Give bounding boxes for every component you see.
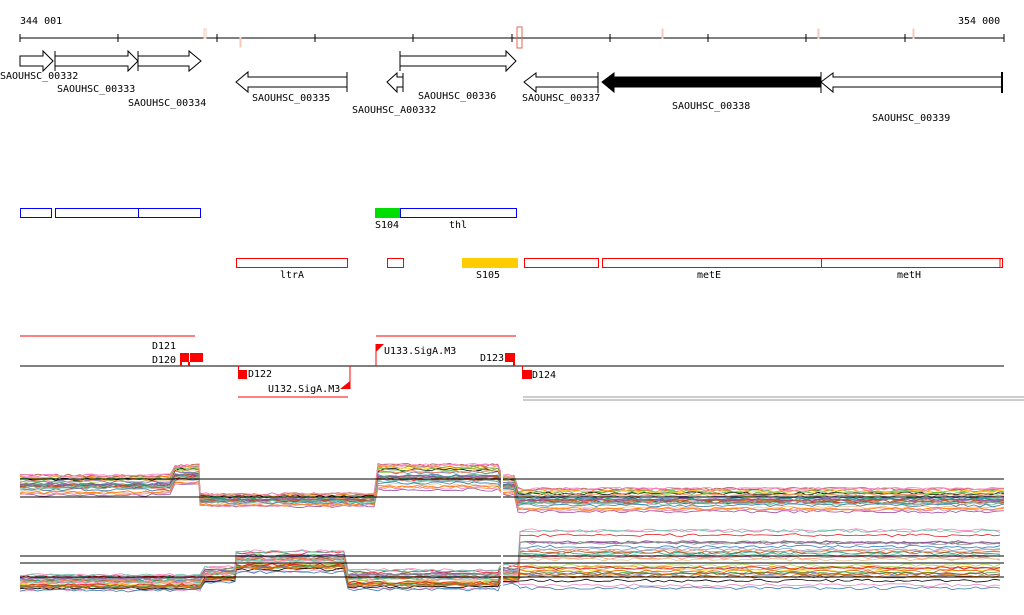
expression-line — [19, 474, 1004, 504]
gene-SAOUHSC_00338[interactable]: SAOUHSC_00338 — [601, 72, 822, 112]
expression-line — [19, 470, 1005, 500]
gene-SAOUHSC_00333[interactable]: SAOUHSC_00333 — [54, 49, 139, 95]
regulatory-feature-track: D120 D121 D122 U132.SigA.M3 U133.SigA.M3… — [20, 335, 1024, 401]
gene-track: SAOUHSC_00332 SAOUHSC_00333 SAOUHSC_0033… — [0, 49, 1003, 124]
coordinate-ruler: 344 001 354 000 — [19, 16, 1005, 49]
svg-text:ltrA: ltrA — [280, 270, 304, 281]
svg-text:SAOUHSC_00336: SAOUHSC_00336 — [418, 91, 496, 102]
ruler-start-label: 344 001 — [20, 16, 62, 27]
terminator-D122[interactable]: D122 — [238, 366, 272, 380]
svg-text:SAOUHSC_00339: SAOUHSC_00339 — [872, 113, 950, 124]
svg-text:D122: D122 — [248, 369, 272, 380]
expression-line — [19, 570, 1001, 593]
gap-marker — [501, 540, 503, 600]
forward-operon-track: S104 thl — [20, 208, 517, 231]
expression-line — [19, 564, 1001, 589]
svg-text:D121: D121 — [152, 341, 176, 352]
svg-text:D120: D120 — [152, 355, 176, 366]
operon-S104[interactable] — [375, 208, 400, 218]
expression-line — [19, 483, 1005, 514]
svg-text:SAOUHSC_A00332: SAOUHSC_A00332 — [352, 105, 436, 116]
svg-text:SAOUHSC_00332: SAOUHSC_00332 — [0, 71, 78, 82]
operon-S105[interactable] — [462, 258, 518, 268]
svg-text:D124: D124 — [532, 370, 556, 381]
expression-line — [19, 569, 1001, 592]
gap-marker — [501, 455, 503, 525]
svg-text:metH: metH — [897, 270, 921, 281]
ruler-end-label: 354 000 — [958, 16, 1000, 27]
svg-text:SAOUHSC_00338: SAOUHSC_00338 — [672, 101, 750, 112]
svg-text:U132.SigA.M3: U132.SigA.M3 — [268, 384, 340, 395]
operon-box[interactable] — [524, 258, 599, 268]
svg-text:SAOUHSC_00333: SAOUHSC_00333 — [57, 84, 135, 95]
svg-text:SAOUHSC_00334: SAOUHSC_00334 — [128, 98, 206, 109]
gene-SAOUHSC_00337[interactable]: SAOUHSC_00337 — [522, 72, 600, 104]
expression-line — [19, 529, 1001, 577]
operon-thl[interactable] — [400, 208, 517, 218]
gene-SAOUHSC_00334[interactable]: SAOUHSC_00334 — [128, 49, 206, 109]
svg-text:metE: metE — [697, 270, 721, 281]
operon-box[interactable] — [20, 208, 52, 218]
operon-box[interactable] — [138, 208, 201, 218]
terminator-D120[interactable]: D120 — [152, 353, 203, 366]
expression-line — [19, 473, 1005, 502]
terminator-D121[interactable]: D121 — [152, 341, 176, 352]
svg-text:S104: S104 — [375, 220, 399, 231]
svg-text:U133.SigA.M3: U133.SigA.M3 — [384, 346, 456, 357]
expression-line — [19, 466, 1005, 498]
svg-text:S105: S105 — [476, 270, 500, 281]
expression-line — [19, 565, 1001, 589]
operon-box[interactable] — [387, 258, 404, 268]
operon-metE[interactable] — [602, 258, 822, 268]
svg-text:D123: D123 — [480, 353, 504, 364]
expression-profile-reverse — [19, 528, 1004, 600]
expression-line — [19, 480, 1005, 511]
terminator-D123[interactable]: D123 — [480, 353, 515, 366]
expression-profile-forward — [19, 455, 1005, 525]
gene-SAOUHSC_A00332[interactable]: SAOUHSC_A00332 — [352, 71, 436, 116]
expression-line — [19, 565, 1001, 589]
svg-text:SAOUHSC_00335: SAOUHSC_00335 — [252, 93, 330, 104]
promoter-U132-SigA-M3[interactable]: U132.SigA.M3 — [268, 366, 351, 395]
expression-line — [19, 557, 1001, 585]
selected-position-marker[interactable] — [516, 26, 523, 49]
expression-line — [19, 475, 1005, 505]
expression-line — [19, 540, 1001, 581]
operon-ltrA[interactable] — [236, 258, 348, 268]
svg-text:SAOUHSC_00337: SAOUHSC_00337 — [522, 93, 600, 104]
terminator-D124[interactable]: D124 — [522, 366, 556, 381]
expression-line — [19, 541, 1001, 581]
gene-SAOUHSC_00335[interactable]: SAOUHSC_00335 — [235, 70, 348, 104]
promoter-U133-SigA-M3[interactable]: U133.SigA.M3 — [375, 344, 456, 366]
reverse-operon-track: ltrA S105 metE metH — [236, 258, 1003, 281]
gene-SAOUHSC_00339[interactable]: SAOUHSC_00339 — [820, 72, 1003, 124]
expression-line — [19, 462, 1004, 496]
expression-line — [19, 463, 1005, 496]
operon-metH[interactable] — [821, 258, 1003, 268]
svg-text:thl: thl — [449, 220, 467, 231]
expression-line — [19, 548, 1001, 583]
gene-SAOUHSC_00332[interactable]: SAOUHSC_00332 — [0, 49, 78, 82]
gene-SAOUHSC_00336[interactable]: SAOUHSC_00336 — [399, 49, 517, 102]
operon-box[interactable] — [55, 208, 139, 218]
